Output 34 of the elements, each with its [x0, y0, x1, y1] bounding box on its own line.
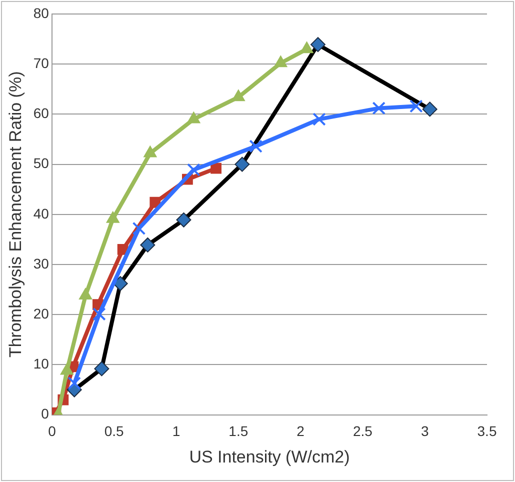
point: [274, 56, 288, 68]
x-tick-label: 0.5: [104, 423, 124, 440]
point: [210, 162, 222, 174]
x-tick-label: 3: [420, 423, 429, 440]
y-tick-label: 0: [41, 406, 50, 422]
y-tick-label: 80: [33, 4, 50, 21]
point: [409, 100, 423, 113]
x-tick-label: 3.5: [477, 423, 497, 440]
point: [249, 140, 262, 153]
x-tick-label: 1: [172, 423, 180, 440]
y-tick-label: 50: [33, 155, 50, 172]
y-axis-title: Thrombolysis Enhancement Ratio (%): [6, 71, 25, 358]
point: [187, 112, 200, 124]
y-tick-label: 10: [33, 356, 50, 372]
point: [150, 196, 161, 208]
point: [312, 112, 326, 126]
point: [92, 307, 106, 321]
point: [78, 288, 92, 300]
y-tick-label: 30: [33, 255, 50, 272]
point: [68, 376, 81, 390]
point: [232, 90, 245, 102]
point: [372, 102, 386, 115]
x-tick-label: 1.5: [228, 423, 248, 440]
x-tick-label: 2: [296, 423, 305, 440]
point: [144, 146, 157, 158]
y-tick-label: 40: [33, 205, 50, 222]
point: [300, 42, 314, 54]
point: [187, 163, 200, 176]
y-tick-label: 20: [33, 305, 50, 322]
point: [132, 222, 146, 236]
y-tick-label: 60: [33, 105, 50, 122]
y-tick-label: 70: [33, 54, 50, 71]
x-tick-label: 2.5: [352, 423, 373, 440]
x-axis-title: US Intensity (W/cm2): [189, 447, 350, 466]
